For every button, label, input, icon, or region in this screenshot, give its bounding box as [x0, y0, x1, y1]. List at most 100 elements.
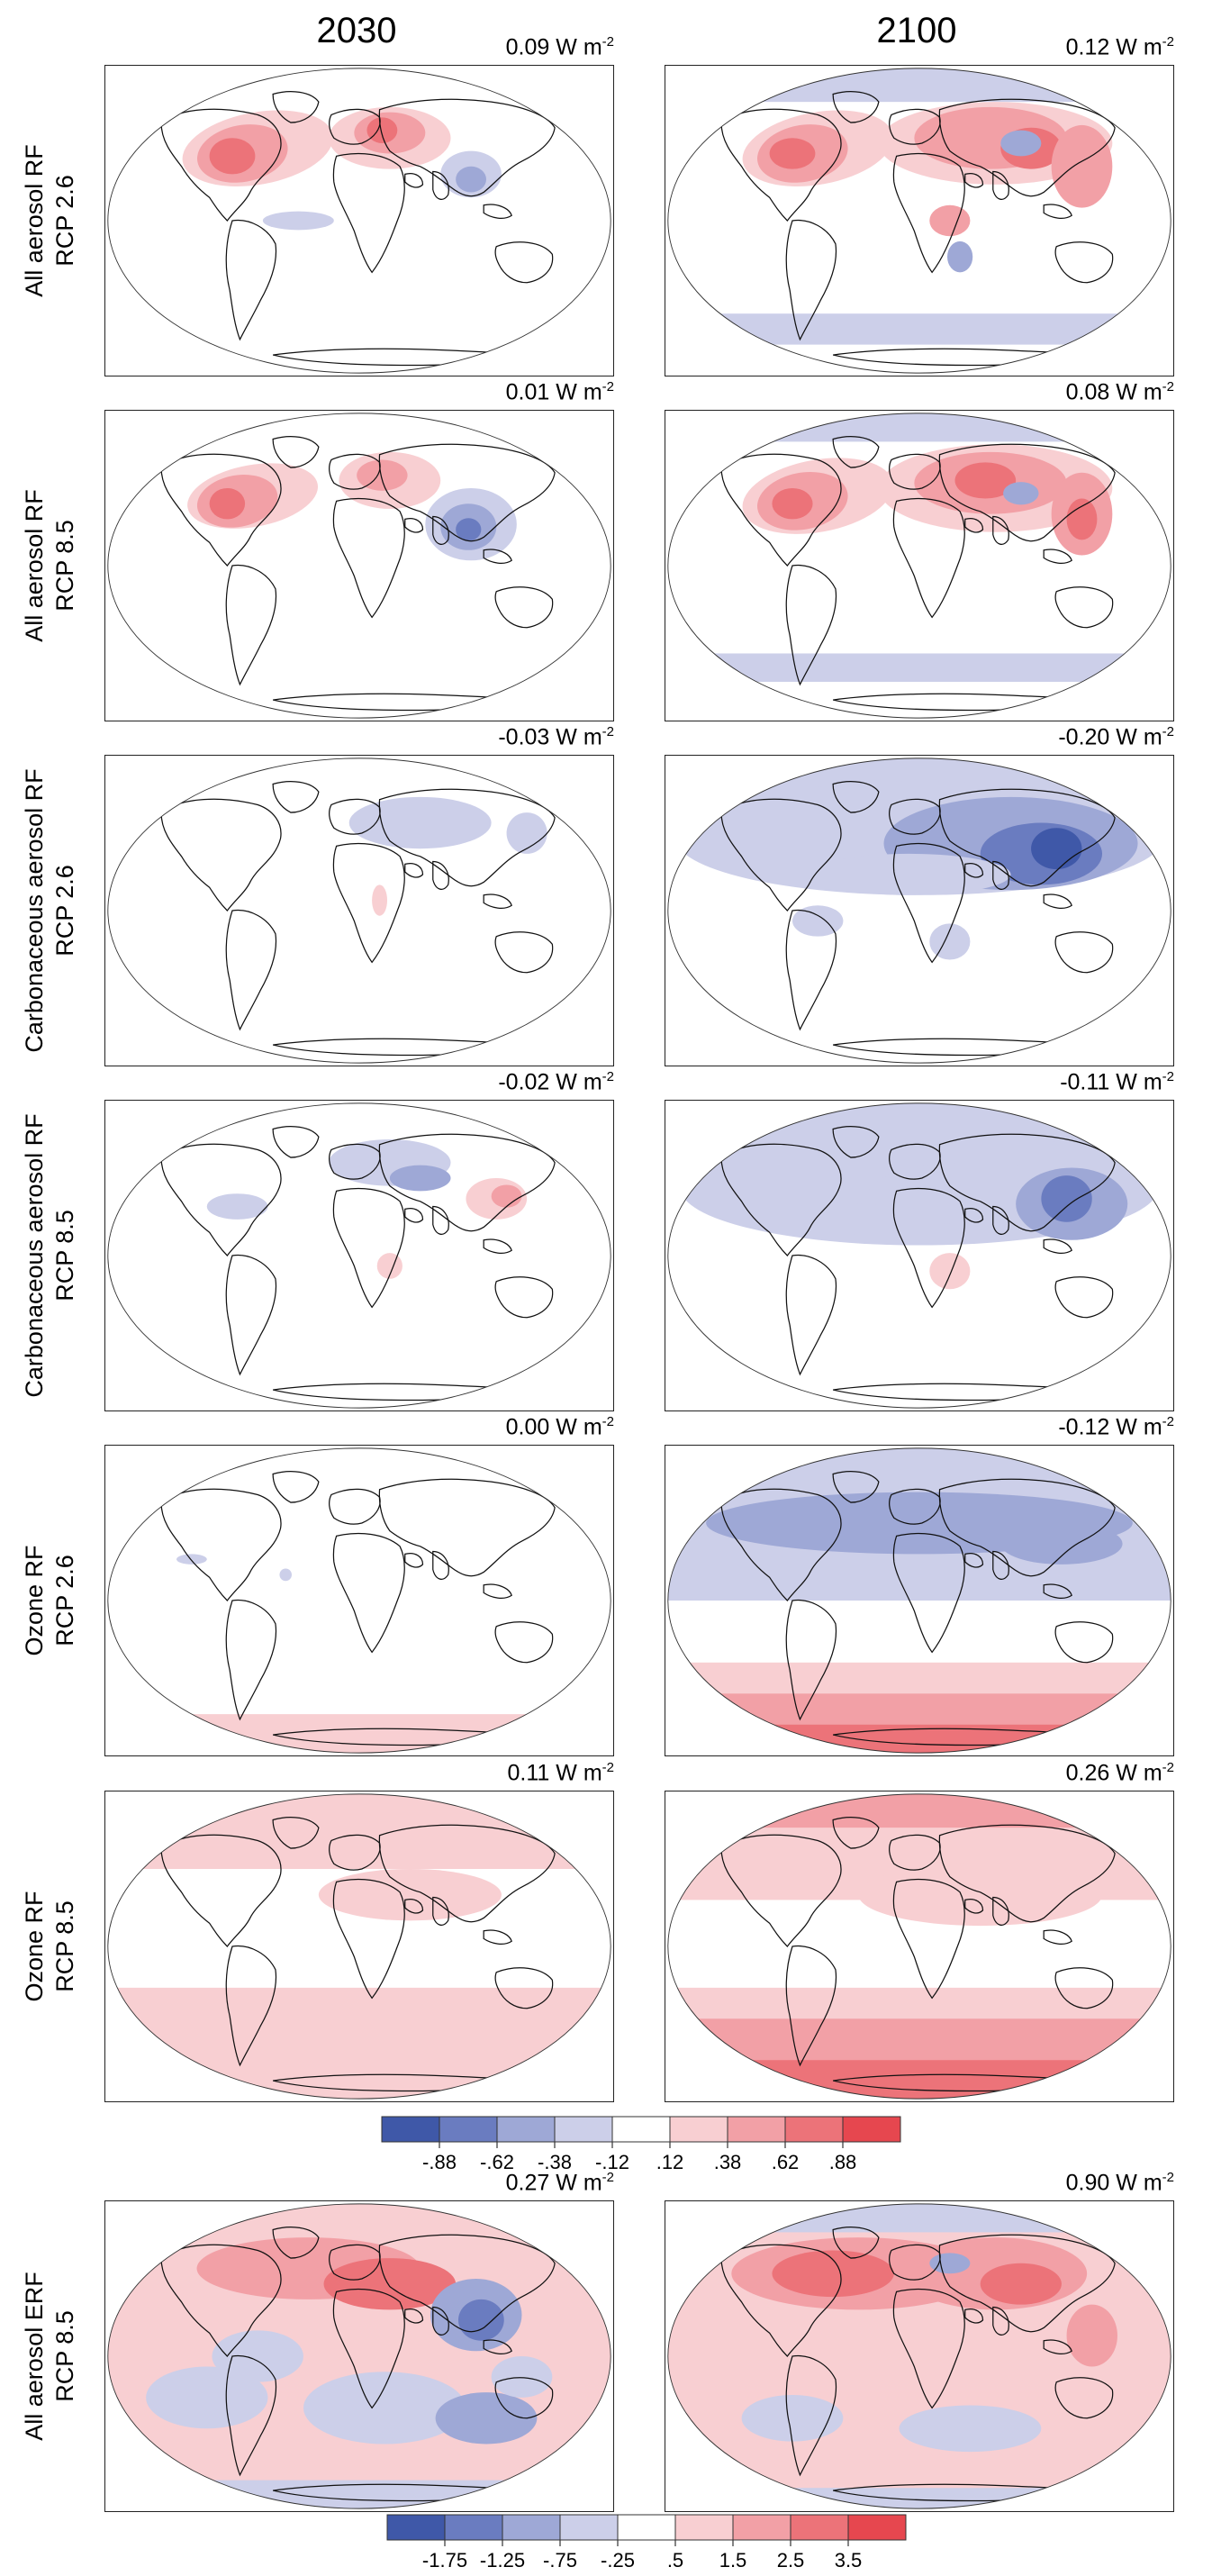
- row-label-line: Ozone RF: [21, 1891, 48, 2002]
- row-label-line: RCP 2.6: [51, 1555, 78, 1646]
- value-number: 0.11: [507, 1760, 550, 1786]
- value-unit-exponent: -2: [601, 379, 614, 395]
- global-mean-value: 0.12 W m-2: [940, 34, 1174, 60]
- value-number: -0.02: [498, 1069, 550, 1095]
- global-mean-value: 0.26 W m-2: [940, 1760, 1174, 1786]
- forcing-map: [667, 757, 1171, 1064]
- value-unit: W m: [1109, 2170, 1162, 2196]
- forcing-map: [667, 1793, 1171, 2100]
- colorbar-segment: [727, 2116, 786, 2143]
- row-label-all-aerosol-rf-rcp85: All aerosol RF RCP 8.5: [0, 410, 99, 721]
- colorbar-tick-label: -1.25: [480, 2549, 525, 2571]
- global-mean-value: 0.90 W m-2: [940, 2170, 1174, 2196]
- map-panel-all-aerosol-erf-rcp85-2030: [104, 2200, 614, 2512]
- column-heading-2030: 2030: [316, 11, 397, 50]
- map-panel-ozone-rf-rcp26-2100: [665, 1445, 1174, 1756]
- row-label-ozone-rf-rcp26: Ozone RF RCP 2.6: [0, 1445, 99, 1756]
- value-number: 0.00: [505, 1414, 550, 1440]
- row-label-carbonaceous-aerosol-rf-rcp85: Carbonaceous aerosol RF RCP 8.5: [0, 1100, 99, 1411]
- colorbar-segment: [790, 2514, 849, 2541]
- colorbar-segment: [439, 2116, 498, 2143]
- value-number: 0.90: [1065, 2170, 1110, 2196]
- forcing-map: [107, 1793, 611, 2100]
- row-label-all-aerosol-rf-rcp26: All aerosol RF RCP 2.6: [0, 65, 99, 376]
- row-label-line: RCP 8.5: [51, 2310, 78, 2402]
- value-unit: W m: [1109, 1069, 1162, 1095]
- value-unit: W m: [549, 2170, 602, 2196]
- colorbar-tick-label: -1.75: [422, 2549, 467, 2571]
- colorbar-tick-label: 2.5: [777, 2549, 805, 2571]
- colorbar-segment: [732, 2514, 791, 2541]
- global-mean-value: -0.11 W m-2: [940, 1069, 1174, 1095]
- row-label-line: Carbonaceous aerosol RF: [21, 1113, 48, 1398]
- colorbar-segment: [611, 2116, 671, 2143]
- colorbar-tick-label: -.12: [595, 2151, 629, 2173]
- forcing-map: [107, 1447, 611, 1754]
- value-unit: W m: [549, 1414, 602, 1440]
- row-label-line: RCP 2.6: [51, 175, 78, 267]
- global-mean-value: 0.11 W m-2: [380, 1760, 614, 1786]
- value-unit-exponent: -2: [1162, 34, 1174, 50]
- forcing-map: [107, 413, 611, 719]
- value-unit-exponent: -2: [1162, 379, 1174, 395]
- colorbar-tick-label: -.25: [601, 2549, 635, 2571]
- colorbar-tick-label: .62: [772, 2151, 800, 2173]
- value-unit-exponent: -2: [601, 1069, 614, 1084]
- colorbar-erf: -1.75 -1.25 -.75 -.25 .5 1.5 2.5 3.5: [369, 2513, 924, 2576]
- forcing-map: [667, 1447, 1171, 1754]
- row-label-line: All aerosol RF: [21, 489, 48, 642]
- colorbar-segment: [381, 2116, 440, 2143]
- row-label-carbonaceous-aerosol-rf-rcp26: Carbonaceous aerosol RF RCP 2.6: [0, 755, 99, 1066]
- map-panel-all-aerosol-rf-rcp85-2030: [104, 410, 614, 721]
- colorbar-segment: [559, 2514, 619, 2541]
- value-number: 0.12: [1065, 34, 1110, 60]
- value-number: 0.26: [1065, 1760, 1110, 1786]
- colorbar-segment: [502, 2514, 561, 2541]
- value-unit: W m: [549, 1760, 602, 1786]
- row-label-line: RCP 8.5: [51, 1900, 78, 1992]
- colorbar-segment: [669, 2116, 728, 2143]
- colorbar-tick-label: .5: [667, 2549, 683, 2571]
- value-unit-exponent: -2: [1162, 1069, 1174, 1084]
- global-mean-value: 0.01 W m-2: [380, 379, 614, 405]
- value-number: 0.27: [505, 2170, 550, 2196]
- colorbar-segment: [386, 2514, 446, 2541]
- value-unit-exponent: -2: [601, 34, 614, 50]
- forcing-map: [667, 1102, 1171, 1409]
- colorbar-segment: [674, 2514, 734, 2541]
- map-panel-carbonaceous-aerosol-rf-rcp26-2100: [665, 755, 1174, 1066]
- row-label-ozone-rf-rcp85: Ozone RF RCP 8.5: [0, 1791, 99, 2102]
- global-mean-value: 0.08 W m-2: [940, 379, 1174, 405]
- row-label-line: Ozone RF: [21, 1545, 48, 1656]
- value-number: 0.01: [505, 379, 550, 405]
- row-label-line: Carbonaceous aerosol RF: [21, 768, 48, 1053]
- row-label-line: All aerosol RF: [21, 144, 48, 297]
- colorbar-segment: [784, 2116, 844, 2143]
- colorbar-tick-label: .88: [829, 2151, 857, 2173]
- value-unit-exponent: -2: [1162, 1414, 1174, 1429]
- global-mean-value: -0.03 W m-2: [380, 724, 614, 750]
- value-number: 0.09: [505, 34, 550, 60]
- value-unit: W m: [1109, 1760, 1162, 1786]
- value-unit-exponent: -2: [1162, 2170, 1174, 2185]
- value-unit: W m: [1109, 34, 1162, 60]
- row-label-line: RCP 8.5: [51, 1210, 78, 1302]
- colorbar-tick-label: 3.5: [835, 2549, 863, 2571]
- forcing-map: [667, 413, 1171, 719]
- value-unit-exponent: -2: [601, 1760, 614, 1775]
- forcing-map: [667, 68, 1171, 374]
- value-unit: W m: [549, 1069, 602, 1095]
- colorbar-segment: [617, 2514, 676, 2541]
- value-unit-exponent: -2: [1162, 724, 1174, 739]
- column-heading-2100: 2100: [876, 11, 957, 50]
- colorbar-tick-label: -.88: [422, 2151, 457, 2173]
- map-panel-ozone-rf-rcp26-2030: [104, 1445, 614, 1756]
- map-panel-carbonaceous-aerosol-rf-rcp85-2030: [104, 1100, 614, 1411]
- value-unit: W m: [1109, 1414, 1162, 1440]
- colorbar-tick-label: .12: [656, 2151, 684, 2173]
- value-unit: W m: [549, 724, 602, 750]
- row-label-all-aerosol-erf-rcp85: All aerosol ERF RCP 8.5: [0, 2200, 99, 2512]
- colorbar-segment: [847, 2514, 907, 2541]
- forcing-map: [667, 2203, 1171, 2509]
- map-panel-ozone-rf-rcp85-2030: [104, 1791, 614, 2102]
